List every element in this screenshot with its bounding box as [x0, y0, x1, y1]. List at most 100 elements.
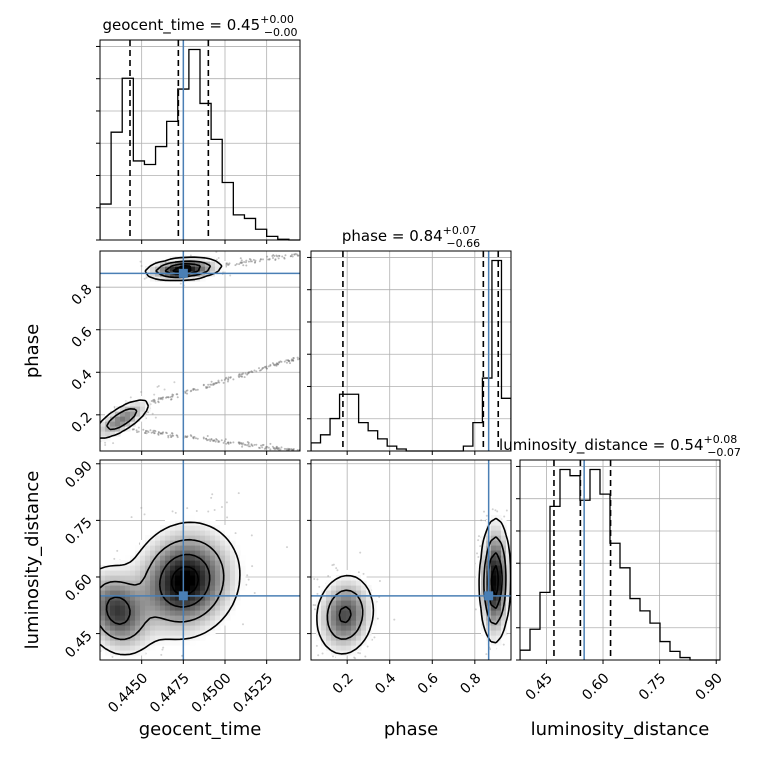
density-cell — [481, 620, 487, 626]
histogram-phase — [311, 259, 511, 452]
density-cell — [140, 550, 146, 556]
density-cell — [356, 590, 362, 596]
truth-marker — [178, 591, 188, 601]
density-cell — [506, 595, 511, 601]
density-cell — [496, 535, 502, 541]
contour-line — [100, 521, 241, 656]
sample-point — [145, 429, 148, 432]
density-cell — [105, 575, 111, 581]
sample-point — [157, 431, 160, 434]
density-cell — [105, 625, 111, 631]
density-cell — [200, 261, 206, 267]
density-cell — [235, 580, 241, 586]
sample-point — [244, 261, 247, 264]
density-cell — [175, 580, 181, 586]
density-cell — [155, 570, 161, 576]
density-cell — [331, 650, 337, 656]
density-cell — [346, 585, 352, 591]
density-cell — [215, 615, 221, 621]
sample-point — [137, 426, 140, 429]
sample-point — [153, 399, 156, 402]
density-cell — [175, 520, 181, 526]
density-cell — [195, 625, 201, 631]
density-cell — [215, 610, 221, 616]
density-cell — [185, 276, 191, 282]
sample-point — [89, 604, 91, 606]
density-cell — [165, 545, 171, 551]
density-cell — [481, 610, 487, 616]
density-cell — [501, 520, 507, 526]
density-cell — [210, 266, 216, 272]
density-cell — [125, 595, 131, 601]
density-cell — [351, 605, 357, 611]
density-cell — [135, 406, 141, 412]
density-cell — [150, 625, 156, 631]
sample-point — [241, 375, 244, 378]
sample-point — [240, 259, 243, 262]
sample-point — [258, 260, 261, 263]
density-cell — [135, 625, 141, 631]
sample-point — [269, 363, 272, 366]
density-cell — [125, 555, 131, 561]
sample-point — [174, 511, 177, 514]
density-cell — [185, 600, 191, 606]
density-cell — [170, 261, 176, 267]
density-layer — [311, 460, 511, 660]
sample-point — [210, 380, 213, 383]
sample-point — [143, 277, 146, 280]
density-cell — [120, 560, 126, 566]
density-cell — [110, 580, 116, 586]
sample-point — [170, 398, 173, 401]
density-cell — [220, 590, 226, 596]
density-cell — [506, 585, 511, 591]
density-cell — [175, 630, 181, 636]
density-cell — [155, 525, 161, 531]
sample-point — [211, 493, 214, 496]
x-tick-label: 0.4525 — [230, 670, 276, 716]
density-cell — [506, 535, 511, 541]
density-cell — [135, 575, 141, 581]
sample-point — [378, 579, 381, 582]
density-cell — [326, 580, 332, 586]
density-cell — [501, 590, 507, 596]
density-cell — [351, 640, 357, 646]
density-cell — [205, 605, 211, 611]
density-cell — [351, 615, 357, 621]
density-cell — [190, 530, 196, 536]
sample-point — [222, 381, 225, 384]
density-cell — [110, 625, 116, 631]
sample-point — [207, 510, 210, 513]
density-cell — [501, 630, 507, 636]
density-cell — [316, 610, 322, 616]
density-cell — [341, 590, 347, 596]
density-cell — [100, 431, 106, 437]
density-cell — [110, 560, 116, 566]
density-cell — [366, 610, 372, 616]
sample-point — [251, 445, 254, 448]
sample-point — [171, 393, 174, 396]
density-cell — [496, 515, 502, 521]
sample-point — [161, 431, 164, 434]
sample-point — [157, 398, 160, 401]
density-cell — [326, 640, 332, 646]
density-cell — [321, 585, 327, 591]
density-cell — [175, 585, 181, 591]
density-cell — [100, 570, 106, 576]
sample-point — [225, 501, 228, 504]
density-cell — [215, 570, 221, 576]
density-cell — [205, 615, 211, 621]
density-cell — [195, 540, 201, 546]
density-cell — [481, 540, 487, 546]
density-cell — [200, 620, 206, 626]
density-cell — [205, 545, 211, 551]
density-cell — [506, 560, 511, 566]
density-cell — [235, 545, 241, 551]
sample-point — [207, 438, 210, 441]
density-cell — [336, 580, 342, 586]
sample-point — [181, 654, 184, 657]
truth-marker — [484, 591, 494, 601]
sample-point — [318, 585, 321, 588]
density-cell — [115, 421, 121, 427]
density-cell — [150, 585, 156, 591]
density-cell — [170, 595, 176, 601]
